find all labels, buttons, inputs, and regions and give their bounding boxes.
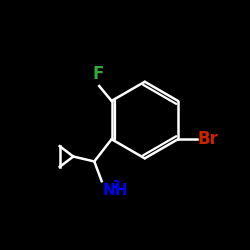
Text: F: F [92, 65, 104, 83]
Text: 2: 2 [112, 180, 120, 190]
Text: NH: NH [103, 183, 128, 198]
Text: Br: Br [198, 130, 218, 148]
